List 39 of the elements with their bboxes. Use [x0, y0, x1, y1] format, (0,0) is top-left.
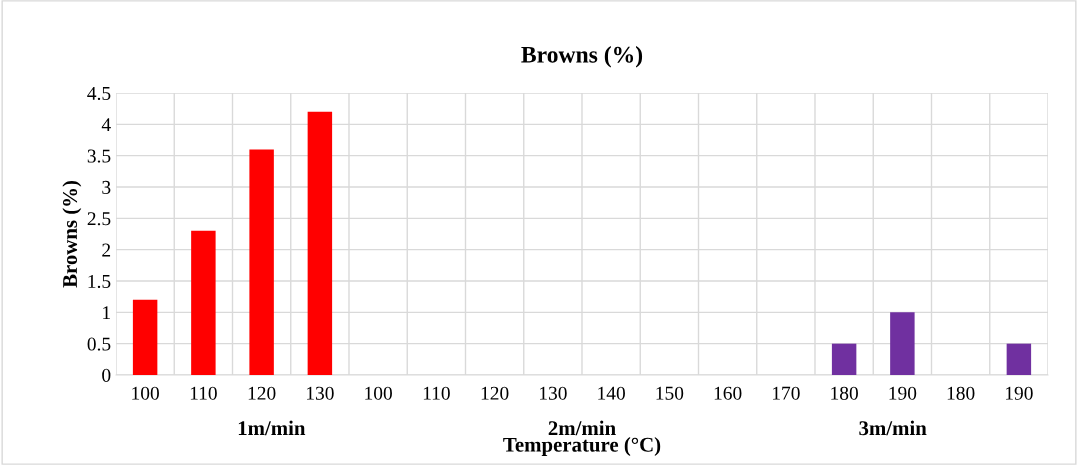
y-tick-label: 1 — [103, 306, 110, 320]
y-tick-label: 0 — [102, 368, 111, 382]
x-tick-label: 120 — [248, 386, 276, 400]
x-tick-label: 160 — [714, 386, 742, 400]
x-tick-label: 190 — [889, 386, 917, 400]
x-tick-label: 190 — [1006, 386, 1033, 400]
bar — [132, 299, 158, 375]
text: 2m/min — [548, 420, 616, 436]
x-tick-label: 100 — [365, 386, 392, 400]
bar — [249, 149, 274, 375]
x-tick-label: 100 — [132, 386, 159, 400]
y-tick-label: 3 — [102, 180, 111, 194]
y-tick-label: 4 — [101, 118, 111, 132]
x-tick-label: 180 — [947, 386, 975, 400]
text: 3m/min — [859, 420, 927, 436]
x-tick-label: 130 — [307, 386, 334, 400]
chart-title: Browns (%) — [521, 46, 643, 68]
x-tick-label: 130 — [540, 386, 567, 400]
bar — [890, 312, 915, 375]
y-tick-label: 3.5 — [87, 149, 111, 163]
y-axis-title: Browns (%) — [62, 180, 82, 288]
bar — [1006, 343, 1032, 375]
text: 1m/min — [238, 420, 306, 436]
bar — [191, 230, 216, 375]
y-tick-label: 1.5 — [88, 274, 111, 289]
x-tick-label: 180 — [831, 386, 858, 400]
x-tick-label: 140 — [598, 386, 625, 400]
y-tick-label: 2 — [102, 243, 111, 257]
y-tick-label: 4.5 — [87, 86, 111, 101]
x-axis-title: Temperature (°C) — [503, 437, 661, 456]
bar — [831, 343, 857, 375]
x-tick-label: 120 — [481, 386, 509, 400]
x-tick-label: 150 — [656, 386, 684, 400]
x-tick-label: 110 — [190, 386, 217, 400]
y-tick-label: 0.5 — [87, 337, 111, 351]
bar — [307, 111, 333, 375]
y-tick-label: 2.5 — [87, 212, 111, 226]
x-tick-label: 170 — [773, 386, 800, 400]
x-tick-label: 110 — [423, 386, 450, 400]
